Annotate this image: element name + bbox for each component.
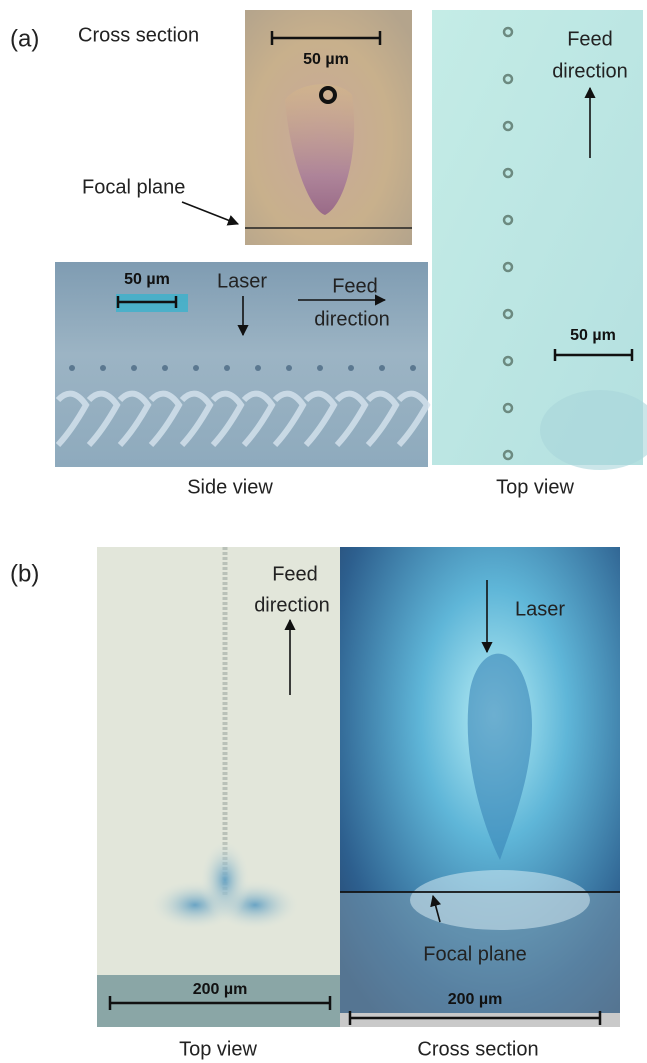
spot	[379, 365, 385, 371]
cross-section-image	[245, 10, 412, 245]
scale-label: 200 µm	[448, 991, 503, 1008]
caption: Cross section	[417, 1038, 538, 1060]
spot	[193, 365, 199, 371]
spot	[224, 365, 230, 371]
annotation: direction	[314, 308, 390, 330]
arrow	[182, 202, 238, 224]
figure: (a) Cross section 50 µm Focal plane 50 µ…	[0, 0, 647, 1063]
caption: Top view	[179, 1038, 257, 1060]
caption: Side view	[187, 476, 273, 498]
annotation: Laser	[217, 270, 267, 292]
annotation: Feed	[567, 28, 613, 50]
spot	[348, 365, 354, 371]
panel-label: (a)	[10, 25, 39, 52]
spot	[410, 365, 416, 371]
annotation: Feed	[272, 563, 318, 585]
top-view-image	[97, 547, 340, 1027]
scale-label: 50 µm	[303, 51, 349, 68]
annotation: Focal plane	[423, 943, 526, 965]
annotation: Laser	[515, 598, 565, 620]
annotation: direction	[552, 60, 628, 82]
caption: Top view	[496, 476, 574, 498]
scale-label: 50 µm	[570, 327, 616, 344]
spot	[131, 365, 137, 371]
spot	[317, 365, 323, 371]
scale-label: 50 µm	[124, 271, 170, 288]
spot	[162, 365, 168, 371]
spot	[255, 365, 261, 371]
caption: Cross section	[78, 24, 199, 46]
annotation: Focal plane	[82, 176, 185, 198]
spot	[100, 365, 106, 371]
annotation: Feed	[332, 275, 378, 297]
annotation: direction	[254, 594, 330, 616]
scale-label: 200 µm	[193, 981, 248, 998]
spot	[69, 365, 75, 371]
panel-label: (b)	[10, 560, 39, 587]
spot	[286, 365, 292, 371]
